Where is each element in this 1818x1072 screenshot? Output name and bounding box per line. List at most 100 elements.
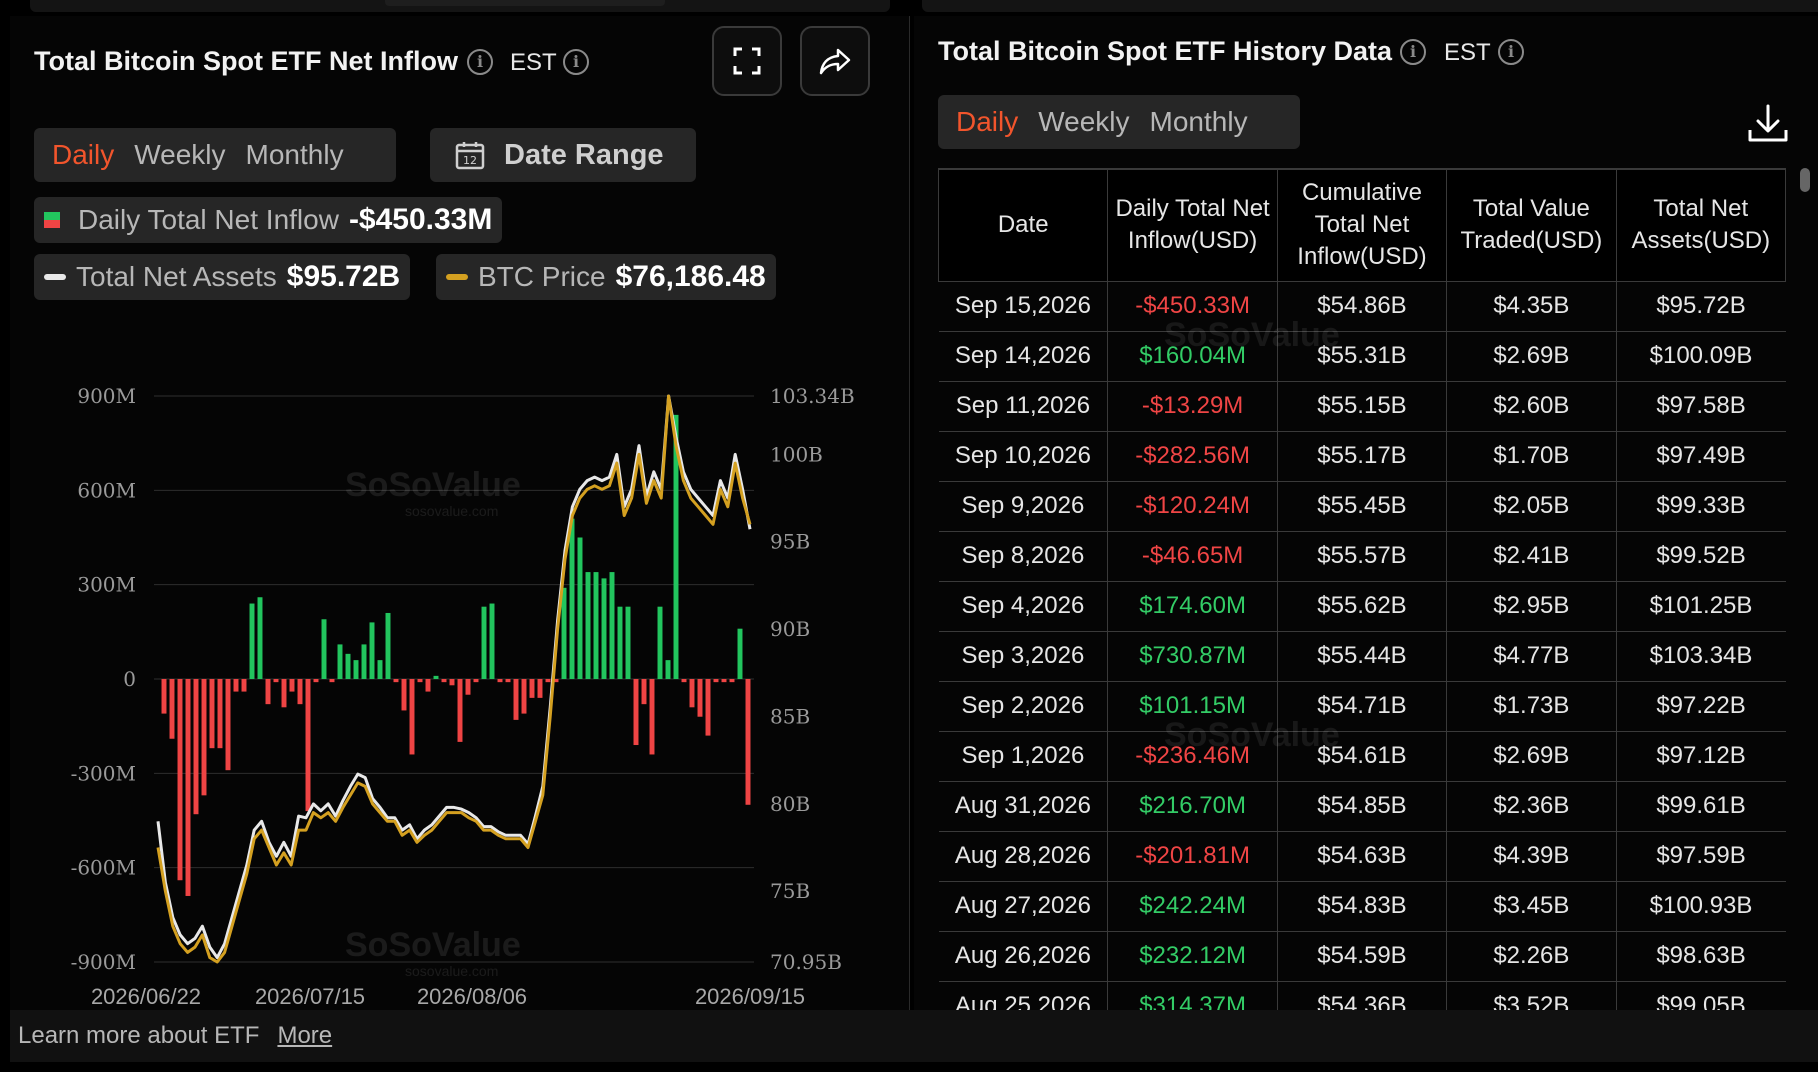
timezone-info-icon[interactable]: i xyxy=(563,49,589,75)
cell-daily-net-inflow: -$13.29M xyxy=(1107,381,1278,432)
calendar-icon: 12 xyxy=(455,142,485,170)
x-tick: 2026/07/15 xyxy=(255,984,365,1009)
timezone-info-icon[interactable]: i xyxy=(1498,39,1524,65)
inflow-bar xyxy=(721,679,727,683)
date-range-label: Date Range xyxy=(504,138,664,171)
cell-date: Sep 11,2026 xyxy=(938,381,1108,432)
table-scrollbar[interactable] xyxy=(1800,168,1810,192)
tab-weekly[interactable]: Weekly xyxy=(1038,106,1130,137)
inflow-bar xyxy=(473,679,479,683)
table-row[interactable]: Aug 28,2026 -$201.81M $54.63B $4.39B $97.59B xyxy=(938,831,1786,882)
panel-title: Total Bitcoin Spot ETF Net Inflow xyxy=(34,46,458,76)
date-range-button[interactable]: 12 Date Range xyxy=(430,128,696,182)
cell-net-assets: $103.34B xyxy=(1615,631,1786,682)
inflow-bar xyxy=(537,679,543,698)
cell-daily-net-inflow: $216.70M xyxy=(1107,781,1278,832)
cell-net-assets: $97.58B xyxy=(1615,381,1786,432)
table-row[interactable]: Sep 3,2026 $730.87M $55.44B $4.77B $103.34B xyxy=(938,631,1786,682)
cell-net-assets: $100.93B xyxy=(1615,881,1786,932)
inflow-bar xyxy=(505,679,511,683)
y-right-tick: 75B xyxy=(770,879,810,903)
inflow-bar xyxy=(161,679,167,714)
fullscreen-button[interactable] xyxy=(712,26,782,96)
table-row[interactable]: Sep 8,2026 -$46.65M $55.57B $2.41B $99.52B xyxy=(938,531,1786,582)
inflow-bar xyxy=(705,679,711,736)
inflow-bar xyxy=(649,679,655,755)
table-row[interactable]: Sep 15,2026 -$450.33M $54.86B $4.35B $95.72B xyxy=(938,281,1786,332)
cell-value-traded: $1.70B xyxy=(1446,431,1617,482)
inflow-bar xyxy=(601,578,607,679)
download-icon[interactable] xyxy=(1744,100,1792,148)
table-row[interactable]: Aug 27,2026 $242.24M $54.83B $3.45B $100.93B xyxy=(938,881,1786,932)
table-row[interactable]: Sep 14,2026 $160.04M $55.31B $2.69B $100.09B xyxy=(938,331,1786,382)
cell-net-assets: $97.12B xyxy=(1615,731,1786,782)
col-cumulative-inflow[interactable]: Cumulative Total Net Inflow(USD) xyxy=(1276,168,1448,282)
x-tick: 2026/08/06 xyxy=(417,984,527,1009)
tab-monthly[interactable]: Monthly xyxy=(245,139,344,170)
tab-weekly[interactable]: Weekly xyxy=(134,139,226,170)
inflow-bar xyxy=(257,597,263,679)
cell-cumulative-inflow: $54.63B xyxy=(1276,831,1447,882)
col-daily-net-inflow[interactable]: Daily Total Net Inflow(USD) xyxy=(1107,168,1278,282)
table-row[interactable]: Aug 31,2026 $216.70M $54.85B $2.36B $99.61B xyxy=(938,781,1786,832)
inflow-bar xyxy=(217,679,223,749)
cell-value-traded: $1.73B xyxy=(1446,681,1617,732)
inflow-bar xyxy=(489,603,495,679)
cell-value-traded: $2.41B xyxy=(1446,531,1617,582)
cell-daily-net-inflow: $174.60M xyxy=(1107,581,1278,632)
share-button[interactable] xyxy=(800,26,870,96)
assets-swatch xyxy=(44,274,66,280)
inflow-bar xyxy=(353,660,359,679)
info-icon[interactable]: i xyxy=(467,49,493,75)
inflow-bar xyxy=(305,679,311,812)
more-link[interactable]: More xyxy=(277,1022,333,1049)
col-net-assets[interactable]: Total Net Assets(USD) xyxy=(1615,168,1786,282)
cell-daily-net-inflow: -$120.24M xyxy=(1107,481,1278,532)
col-date[interactable]: Date xyxy=(938,168,1109,282)
table-row[interactable]: Aug 26,2026 $232.12M $54.59B $2.26B $98.63B xyxy=(938,931,1786,982)
history-period-tabs: Daily Weekly Monthly xyxy=(938,95,1300,149)
legend-inflow[interactable]: Daily Total Net Inflow -$450.33M xyxy=(34,197,503,243)
y-left-tick: 900M xyxy=(77,384,136,408)
inflow-bar xyxy=(329,679,335,683)
cell-daily-net-inflow: $314.37M xyxy=(1107,981,1278,1010)
tab-daily[interactable]: Daily xyxy=(956,106,1019,137)
history-title: Total Bitcoin Spot ETF History Data xyxy=(938,36,1393,66)
cell-date: Sep 1,2026 xyxy=(938,731,1108,782)
cell-date: Sep 15,2026 xyxy=(938,281,1108,332)
history-table-wrap[interactable]: Date Daily Total Net Inflow(USD) Cumulat… xyxy=(938,168,1786,1010)
table-row[interactable]: Sep 2,2026 $101.15M $54.71B $1.73B $97.22B xyxy=(938,681,1786,732)
tab-daily[interactable]: Daily xyxy=(52,139,115,170)
inflow-bar xyxy=(265,679,271,705)
inflow-bar xyxy=(633,679,639,746)
cell-value-traded: $2.60B xyxy=(1446,381,1617,432)
cell-date: Sep 8,2026 xyxy=(938,531,1108,582)
inflow-swatch xyxy=(44,212,60,228)
cell-daily-net-inflow: -$282.56M xyxy=(1107,431,1278,482)
y-right-tick: 90B xyxy=(770,617,810,641)
net-inflow-chart[interactable]: 900M 600M 300M 0 -300M -600M -900M 103.34B 100B 9… xyxy=(10,356,910,1010)
legend-assets[interactable]: Total Net Assets $95.72B xyxy=(34,254,411,300)
y-left-tick: 0 xyxy=(123,667,136,691)
btc-price-line xyxy=(156,394,752,964)
cell-date: Aug 27,2026 xyxy=(938,881,1108,932)
tab-monthly[interactable]: Monthly xyxy=(1149,106,1248,137)
table-row[interactable]: Sep 1,2026 -$236.46M $54.61B $2.69B $97.12B xyxy=(938,731,1786,782)
cell-value-traded: $2.69B xyxy=(1446,731,1617,782)
table-row[interactable]: Sep 9,2026 -$120.24M $55.45B $2.05B $99.33B xyxy=(938,481,1786,532)
col-value-traded[interactable]: Total Value Traded(USD) xyxy=(1446,168,1617,282)
table-row[interactable]: Sep 4,2026 $174.60M $55.62B $2.95B $101.25B xyxy=(938,581,1786,632)
cell-cumulative-inflow: $55.15B xyxy=(1276,381,1447,432)
table-row[interactable]: Sep 11,2026 -$13.29M $55.15B $2.60B $97.58B xyxy=(938,381,1786,432)
inflow-bar xyxy=(233,679,239,692)
cell-cumulative-inflow: $55.17B xyxy=(1276,431,1447,482)
info-icon[interactable]: i xyxy=(1400,39,1426,65)
cell-net-assets: $98.63B xyxy=(1615,931,1786,982)
inflow-bar xyxy=(553,679,559,683)
y-left-tick: -300M xyxy=(71,761,136,785)
legend-inflow-value: -$450.33M xyxy=(348,203,493,236)
cell-cumulative-inflow: $55.44B xyxy=(1276,631,1447,682)
legend-btc[interactable]: BTC Price $76,186.48 xyxy=(436,254,776,300)
table-row[interactable]: Aug 25,2026 $314.37M $54.36B $3.52B $99.05B xyxy=(938,981,1786,1010)
table-row[interactable]: Sep 10,2026 -$282.56M $55.17B $1.70B $97.49B xyxy=(938,431,1786,482)
